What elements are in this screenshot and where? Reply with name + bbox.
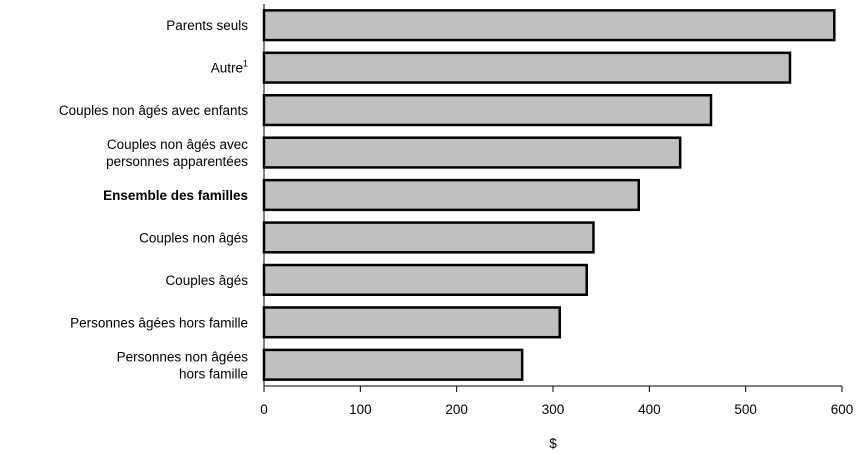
bar-0 bbox=[262, 9, 836, 42]
x-axis-label: $ bbox=[549, 436, 557, 451]
category-label-1-line-0: Autre1 bbox=[211, 59, 248, 76]
x-tick-label-5: 500 bbox=[734, 402, 757, 417]
x-tick-label-6: 600 bbox=[831, 402, 854, 417]
bar-4 bbox=[262, 178, 640, 212]
category-label-7-line-0: Personnes âgées hors famille bbox=[70, 315, 248, 330]
x-tick-label-0: 0 bbox=[260, 402, 268, 417]
x-tick-label-2: 200 bbox=[445, 402, 468, 417]
bar-2 bbox=[262, 94, 713, 127]
bar-7 bbox=[262, 306, 561, 339]
bar-5 bbox=[262, 221, 595, 254]
bar-8 bbox=[262, 348, 524, 381]
x-axis-ticks: 0 100 200 300 400 500 600 bbox=[260, 386, 853, 417]
category-label-3-line-1: personnes apparentées bbox=[106, 154, 248, 169]
category-label-8-line-0: Personnes non âgées bbox=[117, 349, 249, 364]
bars-layer bbox=[262, 9, 836, 381]
x-tick-label-1: 100 bbox=[349, 402, 372, 417]
x-tick-label-3: 300 bbox=[542, 402, 565, 417]
category-label-0-line-0: Parents seuls bbox=[166, 18, 248, 33]
category-label-6-line-0: Couples âgés bbox=[165, 273, 248, 288]
category-label-1-superscript: 1 bbox=[243, 59, 248, 69]
bar-1 bbox=[262, 51, 792, 84]
category-label-5-line-0: Couples non âgés bbox=[139, 230, 248, 245]
category-label-3-line-0: Couples non âgés avec bbox=[107, 137, 248, 152]
category-label-4-line-0: Ensemble des familles bbox=[103, 188, 248, 203]
bar-3 bbox=[262, 136, 682, 169]
bar-6 bbox=[262, 263, 588, 296]
x-tick-label-4: 400 bbox=[638, 402, 661, 417]
category-label-2-line-0: Couples non âgés avec enfants bbox=[59, 103, 248, 118]
category-label-8-line-1: hors famille bbox=[179, 366, 248, 381]
category-labels: Parents seuls Autre1 Couples non âgés avec… bbox=[59, 18, 248, 381]
